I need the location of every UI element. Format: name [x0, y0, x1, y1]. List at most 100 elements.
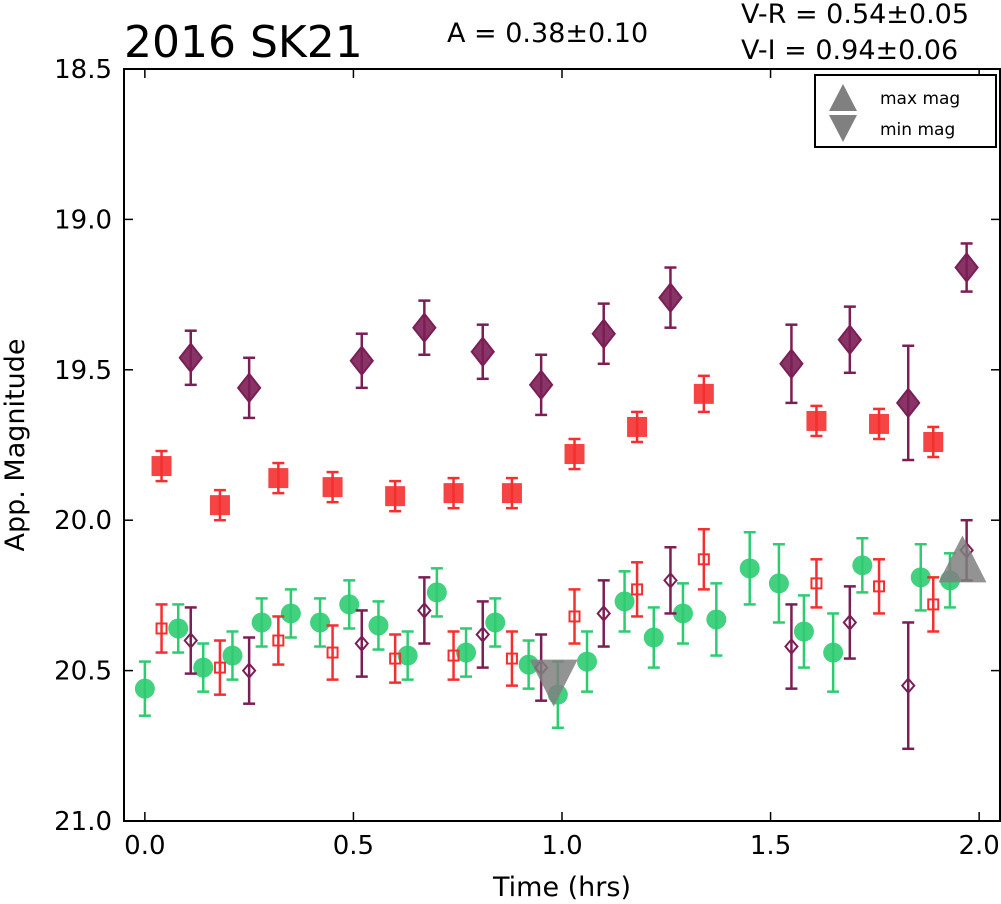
series-2 — [134, 530, 960, 730]
filled-diamond-point — [412, 312, 437, 344]
filled-circle-point — [193, 657, 214, 678]
axis-ticks — [124, 68, 1000, 822]
open-diamond-point — [596, 604, 612, 622]
y-tick-label: 21.0 — [54, 807, 112, 837]
y-tick-label: 18.5 — [54, 55, 112, 85]
v-i-color-annotation: V-I = 0.94±0.06 — [741, 35, 958, 66]
legend-max-mag-label: max mag — [880, 89, 960, 109]
open-diamond-point — [475, 625, 491, 644]
y-tick-label: 20.5 — [54, 657, 112, 687]
filled-square-point — [268, 468, 289, 489]
filled-circle-point — [643, 627, 664, 648]
filled-circle-point — [456, 642, 477, 663]
filled-square-point — [443, 483, 464, 504]
legend-min-mag-label: min mag — [880, 120, 955, 140]
open-square-point — [810, 577, 823, 590]
filled-square-point — [627, 416, 648, 437]
y-tick-labels: 18.5 19.0 19.5 20.0 20.5 21.0 — [54, 55, 112, 837]
filled-square-point — [693, 383, 714, 404]
x-tick-label: 1.0 — [541, 831, 582, 861]
open-square-point — [326, 646, 339, 659]
filled-circle-point — [852, 555, 873, 576]
filled-diamond-point — [349, 345, 375, 377]
series-0 — [178, 242, 979, 462]
x-axis-label: Time (hrs) — [492, 872, 631, 903]
filled-diamond-point — [658, 281, 683, 314]
y-axis-label: App. Magnitude — [0, 339, 31, 552]
open-square-point — [447, 649, 460, 662]
filled-circle-point — [280, 603, 301, 624]
filled-circle-point — [426, 582, 447, 603]
open-square-point — [873, 580, 886, 593]
open-square-point — [505, 652, 518, 665]
filled-square-point — [869, 413, 890, 434]
filled-circle-point — [577, 651, 598, 672]
series-4 — [183, 518, 974, 751]
open-square-point — [272, 634, 285, 647]
filled-square-point — [806, 410, 827, 431]
x-tick-label: 1.5 — [750, 831, 791, 861]
legend: max mag min mag — [814, 74, 997, 148]
chart-title: 2016 SK21 — [124, 17, 363, 68]
filled-square-point — [501, 483, 522, 504]
filled-square-point — [385, 486, 406, 507]
filled-circle-point — [614, 591, 635, 612]
filled-square-point — [923, 431, 944, 452]
v-r-color-annotation: V-R = 0.54±0.05 — [741, 0, 969, 30]
open-diamond-point — [354, 634, 370, 653]
filled-circle-point — [768, 573, 789, 594]
x-tick-labels: 0.0 0.5 1.0 1.5 2.0 — [124, 831, 1000, 861]
open-diamond-point — [900, 677, 916, 695]
open-diamond-point — [784, 637, 799, 656]
filled-circle-point — [672, 603, 693, 624]
y-tick-label: 20.0 — [54, 506, 112, 536]
amplitude-annotation: A = 0.38±0.10 — [447, 18, 648, 49]
max-mag-marker — [938, 535, 987, 583]
open-diamond-point — [663, 571, 678, 589]
y-tick-label: 19.0 — [54, 205, 112, 235]
filled-diamond-point — [236, 372, 262, 404]
open-diamond-point — [183, 631, 199, 650]
open-square-point — [927, 598, 940, 611]
filled-square-point — [151, 456, 172, 477]
filled-diamond-point — [837, 324, 863, 356]
plot-marks — [134, 242, 987, 751]
filled-circle-point — [339, 594, 360, 615]
filled-diamond-point — [470, 336, 496, 368]
filled-circle-point — [397, 645, 418, 666]
open-square-point — [389, 652, 402, 665]
filled-square-point — [322, 477, 343, 498]
open-square-point — [213, 661, 226, 674]
filled-circle-point — [706, 609, 727, 630]
legend-min-mag-marker — [829, 115, 857, 142]
open-diamond-point — [842, 613, 858, 632]
filled-circle-point — [168, 618, 189, 639]
min-mag-marker — [529, 659, 578, 707]
open-square-point — [631, 583, 644, 596]
filled-diamond-point — [779, 348, 804, 380]
plot-frame — [123, 68, 1001, 822]
filled-circle-point — [251, 612, 272, 633]
filled-circle-point — [823, 642, 844, 663]
open-diamond-point — [417, 601, 432, 619]
filled-diamond-point — [895, 387, 921, 419]
filled-diamond-point — [591, 318, 616, 350]
filled-diamond-point — [528, 369, 554, 401]
x-tick-label: 0.0 — [124, 831, 165, 861]
filled-square-point — [209, 495, 230, 516]
open-square-point — [697, 553, 710, 566]
filled-diamond-point — [954, 251, 979, 284]
legend-max-mag-marker — [829, 84, 857, 111]
filled-circle-point — [910, 567, 931, 588]
filled-diamond-point — [178, 342, 204, 374]
filled-circle-point — [739, 558, 760, 579]
open-diamond-point — [241, 662, 257, 680]
x-tick-label: 0.5 — [333, 831, 374, 861]
x-tick-label: 2.0 — [958, 831, 999, 861]
filled-circle-point — [368, 615, 389, 636]
filled-circle-point — [793, 621, 814, 642]
open-square-point — [155, 622, 168, 635]
filled-circle-point — [518, 654, 539, 675]
filled-circle-point — [485, 612, 506, 633]
